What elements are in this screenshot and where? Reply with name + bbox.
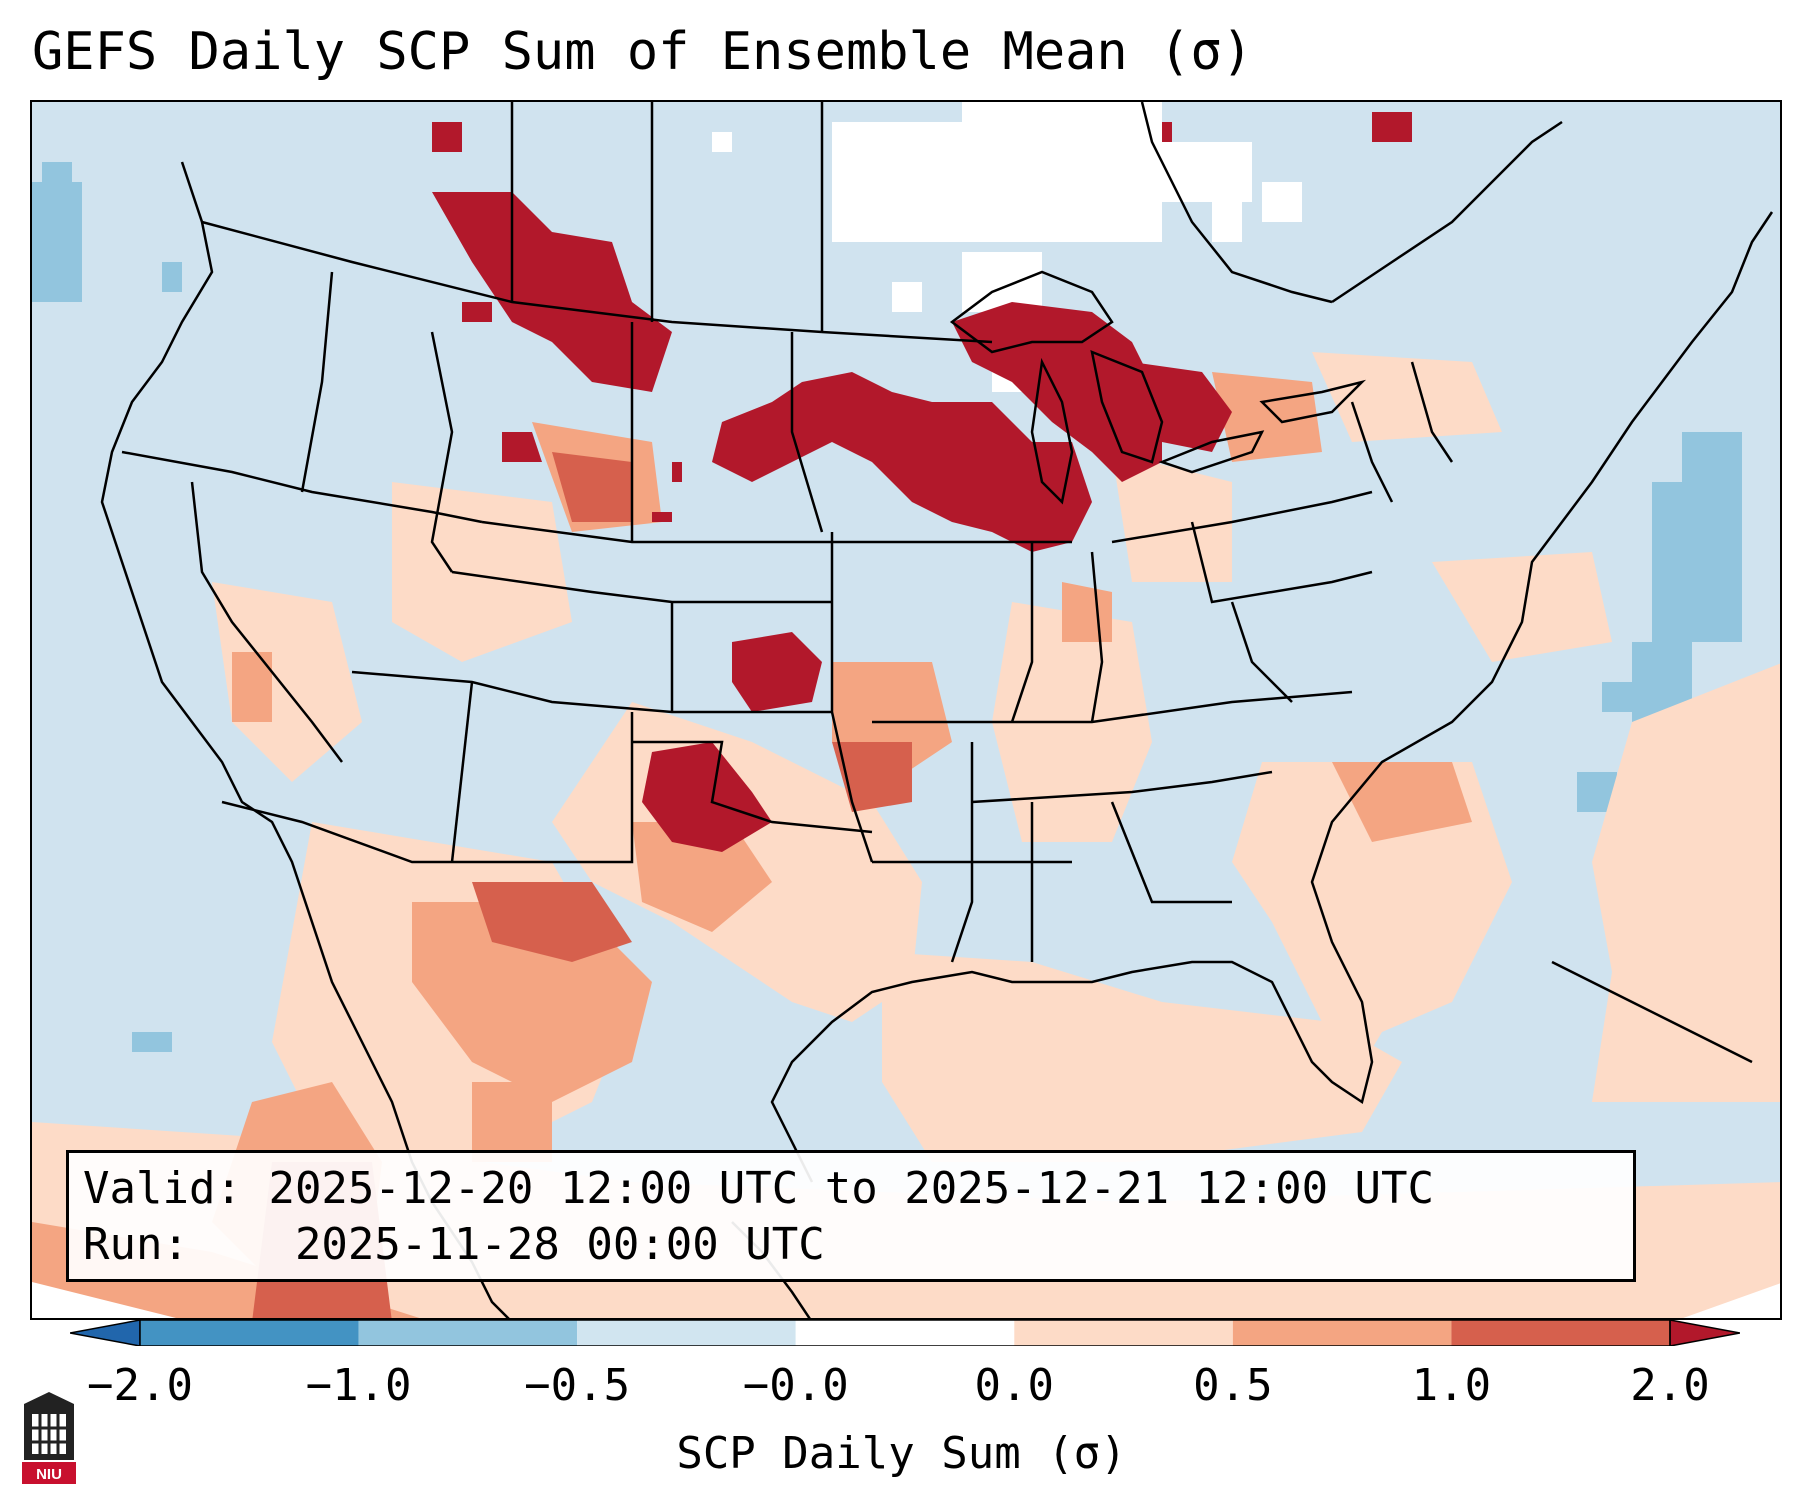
map-title: GEFS Daily SCP Sum of Ensemble Mean (σ) xyxy=(32,22,1253,82)
colorbar-tick-label: 2.0 xyxy=(1630,1360,1710,1411)
map-svg xyxy=(32,102,1780,1318)
run-time-value: 2025-11-28 00:00 UTC xyxy=(294,1219,825,1270)
colorbar-ticks: −2.0 −1.0 −0.5 −0.0 0.0 0.5 1.0 2.0 xyxy=(0,1360,1803,1420)
colorbar-tick-label: −0.5 xyxy=(524,1360,631,1411)
run-label: Run: xyxy=(83,1219,189,1270)
great-lakes xyxy=(949,270,1367,505)
colorbar-tick-label: −2.0 xyxy=(87,1360,193,1411)
colorbar-tick-label: −1.0 xyxy=(305,1360,412,1411)
colorbar-segment xyxy=(577,1320,796,1346)
colorbar-tick-label: 0.0 xyxy=(974,1360,1055,1411)
valid-label: Valid: xyxy=(83,1163,242,1214)
near-zero-region xyxy=(712,102,1302,392)
colorbar-segment xyxy=(1232,1320,1452,1346)
projection-edge-left xyxy=(32,1282,176,1318)
map-panel xyxy=(30,100,1782,1320)
logo-text: NIU xyxy=(36,1466,62,1483)
colorbar-extend-high xyxy=(1669,1320,1740,1346)
valid-run-info-box: Valid: 2025-12-20 12:00 UTC to 2025-12-2… xyxy=(66,1150,1636,1282)
colorbar-segment xyxy=(358,1320,578,1346)
colorbar-segment xyxy=(140,1320,359,1346)
niu-logo-icon: NIU xyxy=(22,1392,76,1484)
colorbar-tick-label: 0.5 xyxy=(1193,1360,1273,1411)
colorbar-frame xyxy=(139,1320,1671,1346)
colorbar-extend-low xyxy=(70,1320,141,1346)
colorbar-tick-label: 1.0 xyxy=(1411,1360,1492,1411)
negative-region xyxy=(32,162,1742,1052)
colorbar-label: SCP Daily Sum (σ) xyxy=(676,1428,1127,1479)
colorbar-segment xyxy=(795,1320,1015,1346)
state-borders xyxy=(121,102,1454,963)
projection-edge-right xyxy=(1683,1283,1780,1318)
colorbar-segment xyxy=(1451,1320,1670,1346)
colorbar-tick-label: −0.0 xyxy=(742,1360,849,1411)
colorbar xyxy=(70,1320,1740,1346)
colorbar-segment xyxy=(1014,1320,1233,1346)
valid-time-value: 2025-12-20 12:00 UTC to 2025-12-21 12:00… xyxy=(268,1163,1435,1214)
